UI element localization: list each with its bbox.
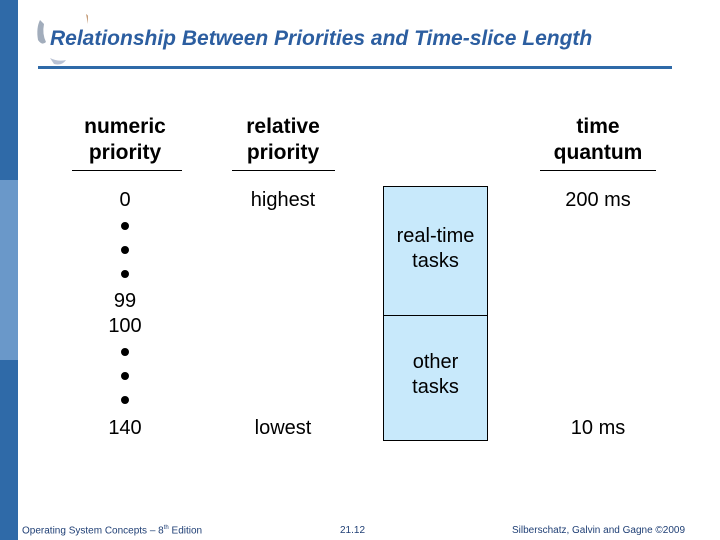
header-numeric-line2: priority <box>88 141 162 164</box>
dinosaur-logo-icon <box>37 14 88 65</box>
footer-slide-number: 21.12 <box>340 525 366 536</box>
realtime-line2: tasks <box>412 250 459 272</box>
header-relative-line1: relative <box>246 115 320 138</box>
relative-highest: highest <box>250 189 316 211</box>
quantum-200ms: 200 ms <box>565 189 631 211</box>
footer-copyright: Silberschatz, Galvin and Gagne ©2009 <box>512 525 686 536</box>
footer-edition-text: Edition <box>168 525 203 537</box>
footer-book-title: Operating System Concepts – 8th Edition <box>22 525 202 536</box>
slide-sidebar <box>0 0 18 540</box>
title-underline <box>38 66 672 69</box>
numeric-value-100: 100 <box>108 315 142 337</box>
quantum-10ms: 10 ms <box>570 417 626 439</box>
header-quantum-rule <box>540 170 656 171</box>
slide-title: Relationship Between Priorities and Time… <box>50 27 593 50</box>
header-relative-line2: priority <box>246 141 320 164</box>
ellipsis-dot <box>121 222 129 230</box>
footer-book-title-text: Operating System Concepts – 8 <box>22 525 164 537</box>
header-relative-priority: relative priority <box>228 114 338 166</box>
sidebar-band-top <box>0 0 18 180</box>
header-time-quantum: time quantum <box>538 114 658 166</box>
ellipsis-dot <box>121 270 129 278</box>
header-quantum-line1: time <box>576 115 620 138</box>
numeric-value-0: 0 <box>119 189 131 211</box>
sidebar-band-bottom <box>0 360 18 540</box>
ellipsis-dot <box>121 372 129 380</box>
relative-lowest: lowest <box>254 417 312 439</box>
ellipsis-dot <box>121 348 129 356</box>
other-tasks-box: other tasks <box>383 315 488 441</box>
sidebar-band-middle <box>0 180 18 360</box>
header-numeric-priority: numeric priority <box>70 114 180 166</box>
other-line2: tasks <box>412 376 459 398</box>
numeric-value-140: 140 <box>108 417 142 439</box>
header-numeric-rule <box>72 170 182 171</box>
ellipsis-dot <box>121 246 129 254</box>
footer-edition-sup: th <box>163 525 169 531</box>
numeric-value-99: 99 <box>113 290 137 312</box>
header-numeric-line1: numeric <box>84 115 166 138</box>
realtime-tasks-box: real-time tasks <box>383 186 488 316</box>
other-line1: other <box>412 351 459 373</box>
ellipsis-dot <box>121 396 129 404</box>
header-relative-rule <box>232 170 335 171</box>
realtime-line1: real-time <box>396 225 475 247</box>
header-quantum-line2: quantum <box>553 141 643 164</box>
